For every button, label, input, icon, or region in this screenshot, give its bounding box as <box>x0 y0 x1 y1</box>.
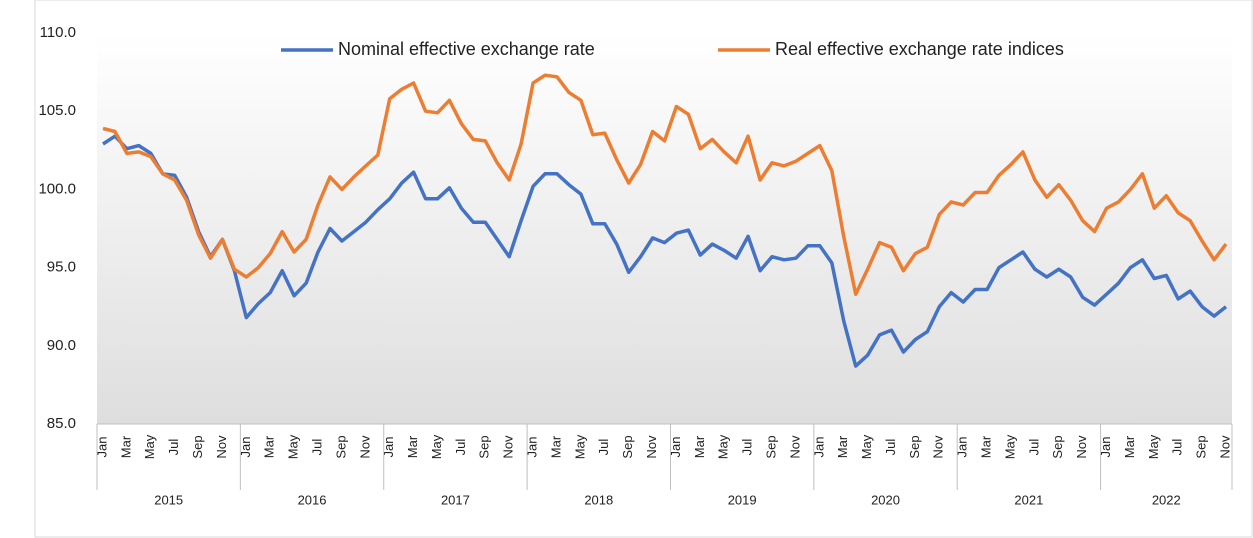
year-label: 2020 <box>871 492 900 507</box>
x-tick-label: Mar <box>979 435 994 458</box>
y-tick-label: 100.0 <box>38 180 76 197</box>
y-tick-label: 90.0 <box>47 337 76 354</box>
x-tick-label: Jan <box>525 437 540 458</box>
x-tick-label: Jan <box>668 437 683 458</box>
x-tick-label: Sep <box>190 435 205 458</box>
x-tick-label: May <box>142 434 157 459</box>
x-tick-label: Nov <box>501 435 516 459</box>
x-tick-label: Jan <box>238 437 253 458</box>
series-line <box>102 73 1228 296</box>
legend-label: Real effective exchange rate indices <box>775 39 1064 59</box>
series-line <box>102 134 1228 368</box>
x-tick-label: Mar <box>262 435 277 458</box>
x-tick-label: Jul <box>166 439 181 456</box>
x-tick-label: Mar <box>118 435 133 458</box>
x-tick-label: Jul <box>1026 439 1041 456</box>
x-tick-label: Sep <box>1194 435 1209 458</box>
x-tick-label: May <box>1146 434 1161 459</box>
x-tick-label: Jul <box>453 439 468 456</box>
x-tick-label: Sep <box>907 435 922 458</box>
x-tick-label: Jul <box>596 439 611 456</box>
year-label: 2016 <box>298 492 327 507</box>
year-label: 2021 <box>1014 492 1043 507</box>
year-label: 2017 <box>441 492 470 507</box>
x-tick-label: May <box>572 434 587 459</box>
year-label: 2018 <box>584 492 613 507</box>
x-tick-label: May <box>859 434 874 459</box>
y-tick-label: 95.0 <box>47 259 76 276</box>
x-tick-label: Jul <box>883 439 898 456</box>
x-tick-label: Nov <box>357 435 372 459</box>
x-tick-label: Jul <box>309 439 324 456</box>
x-tick-label: Jul <box>740 439 755 456</box>
x-tick-label: Sep <box>333 435 348 458</box>
x-tick-label: Sep <box>477 435 492 458</box>
x-tick-label: Mar <box>692 435 707 458</box>
x-tick-label: May <box>429 434 444 459</box>
y-tick-label: 110.0 <box>40 24 76 41</box>
x-tick-label: Sep <box>763 435 778 458</box>
year-label: 2015 <box>154 492 183 507</box>
x-tick-label: Mar <box>405 435 420 458</box>
x-tick-label: Nov <box>1217 435 1232 459</box>
x-tick-label: Jan <box>811 437 826 458</box>
x-tick-label: Jan <box>955 437 970 458</box>
x-tick-label: Jan <box>1098 437 1113 458</box>
x-tick-label: Sep <box>1050 435 1065 458</box>
legend-label: Nominal effective exchange rate <box>338 39 595 59</box>
y-tick-label: 105.0 <box>38 102 76 119</box>
plot-area <box>97 33 1232 424</box>
x-tick-label: Mar <box>548 435 563 458</box>
x-tick-label: Jan <box>94 437 109 458</box>
x-tick-label: Nov <box>931 435 946 459</box>
year-label: 2019 <box>728 492 757 507</box>
x-tick-label: Mar <box>835 435 850 458</box>
y-tick-label: 85.0 <box>47 415 76 432</box>
x-tick-label: May <box>1002 434 1017 459</box>
x-tick-label: May <box>716 434 731 459</box>
chart-frame <box>34 0 1253 538</box>
x-tick-label: Nov <box>1074 435 1089 459</box>
x-tick-label: Sep <box>620 435 635 458</box>
year-label: 2022 <box>1152 492 1181 507</box>
x-tick-label: Nov <box>644 435 659 459</box>
x-tick-label: Nov <box>787 435 802 459</box>
x-tick-label: Mar <box>1122 435 1137 458</box>
x-tick-label: Jul <box>1170 439 1185 456</box>
x-tick-label: Jan <box>381 437 396 458</box>
x-tick-label: Nov <box>214 435 229 459</box>
x-tick-label: May <box>286 434 301 459</box>
